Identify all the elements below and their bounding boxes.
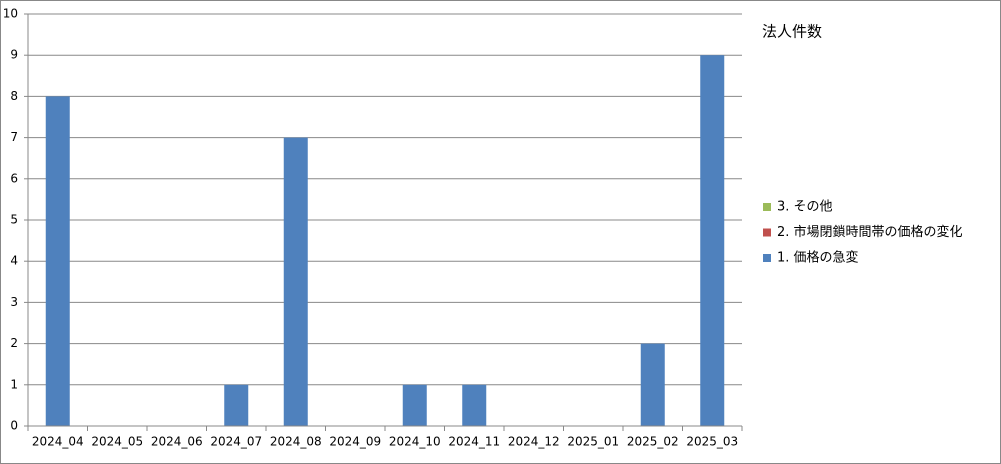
chart-title: 法人件数: [762, 23, 822, 41]
x-tick-label: 2024_10: [389, 435, 441, 449]
legend-label: 3. その他: [777, 200, 833, 215]
legend-swatch: [763, 254, 771, 262]
x-tick-label: 2025_01: [567, 435, 619, 449]
x-tick-label: 2024_09: [329, 435, 381, 449]
y-tick-label: 10: [3, 7, 18, 21]
x-tick-label: 2024_11: [448, 435, 500, 449]
bar: [402, 384, 427, 426]
legend-label: 1. 価格の急変: [777, 250, 859, 266]
bar: [462, 384, 487, 426]
y-tick-label: 0: [10, 419, 18, 433]
y-tick-label: 1: [10, 377, 18, 391]
bar: [640, 343, 665, 426]
bar: [45, 96, 70, 427]
x-tick-label: 2024_04: [32, 435, 84, 449]
x-tick-label: 2024_06: [151, 435, 203, 449]
y-tick-label: 2: [10, 336, 18, 350]
bar: [283, 137, 308, 426]
x-tick-label: 2025_02: [627, 435, 679, 449]
y-tick-label: 4: [10, 254, 18, 268]
y-tick-label: 9: [10, 48, 18, 62]
x-tick-label: 2024_08: [270, 435, 322, 449]
x-tick-label: 2024_07: [210, 435, 262, 449]
x-tick-label: 2025_03: [686, 435, 738, 449]
legend-label: 2. 市場閉鎖時間帯の価格の変化: [777, 224, 963, 240]
bar: [700, 55, 725, 426]
y-tick-label: 8: [10, 89, 18, 103]
y-tick-label: 3: [10, 295, 18, 309]
x-tick-label: 2024_05: [91, 435, 143, 449]
legend-swatch: [763, 228, 771, 237]
legend-swatch: [763, 203, 771, 211]
y-tick-label: 5: [10, 213, 18, 227]
bar: [224, 384, 249, 426]
y-tick-label: 6: [10, 171, 18, 185]
y-tick-label: 7: [10, 130, 18, 144]
x-tick-label: 2024_12: [508, 435, 560, 449]
